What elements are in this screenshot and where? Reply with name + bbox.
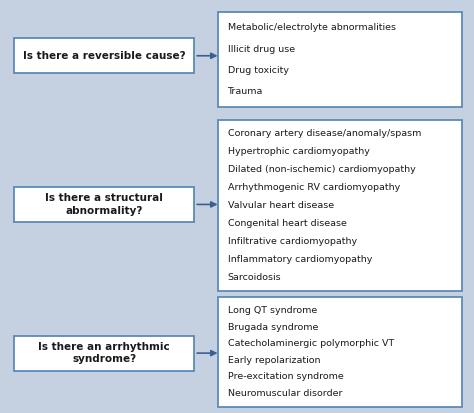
Text: Early repolarization: Early repolarization bbox=[228, 356, 320, 365]
Text: Infiltrative cardiomyopathy: Infiltrative cardiomyopathy bbox=[228, 237, 356, 246]
Text: Drug toxicity: Drug toxicity bbox=[228, 66, 289, 75]
Text: Dilated (non-ischemic) cardiomyopathy: Dilated (non-ischemic) cardiomyopathy bbox=[228, 165, 415, 174]
FancyBboxPatch shape bbox=[218, 297, 462, 407]
Text: Valvular heart disease: Valvular heart disease bbox=[228, 201, 334, 210]
Text: Pre-excitation syndrome: Pre-excitation syndrome bbox=[228, 373, 343, 382]
Text: Long QT syndrome: Long QT syndrome bbox=[228, 306, 317, 315]
FancyBboxPatch shape bbox=[14, 187, 194, 222]
Text: Catecholaminergic polymorphic VT: Catecholaminergic polymorphic VT bbox=[228, 339, 394, 348]
Text: Neuromuscular disorder: Neuromuscular disorder bbox=[228, 389, 342, 398]
Text: Congenital heart disease: Congenital heart disease bbox=[228, 219, 346, 228]
Text: Trauma: Trauma bbox=[228, 87, 263, 96]
Text: Is there an arrhythmic
syndrome?: Is there an arrhythmic syndrome? bbox=[38, 342, 170, 364]
Text: Sarcoidosis: Sarcoidosis bbox=[228, 273, 281, 282]
Text: Coronary artery disease/anomaly/spasm: Coronary artery disease/anomaly/spasm bbox=[228, 129, 421, 138]
Text: Illicit drug use: Illicit drug use bbox=[228, 45, 295, 54]
FancyBboxPatch shape bbox=[218, 120, 462, 291]
FancyBboxPatch shape bbox=[14, 335, 194, 371]
Text: Is there a reversible cause?: Is there a reversible cause? bbox=[23, 51, 186, 61]
Text: Inflammatory cardiomyopathy: Inflammatory cardiomyopathy bbox=[228, 255, 372, 264]
Text: Arrhythmogenic RV cardiomyopathy: Arrhythmogenic RV cardiomyopathy bbox=[228, 183, 400, 192]
Text: Brugada syndrome: Brugada syndrome bbox=[228, 323, 318, 332]
Text: Hypertrophic cardiomyopathy: Hypertrophic cardiomyopathy bbox=[228, 147, 369, 156]
Text: Is there a structural
abnormality?: Is there a structural abnormality? bbox=[46, 193, 163, 216]
FancyBboxPatch shape bbox=[218, 12, 462, 107]
Text: Metabolic/electrolyte abnormalities: Metabolic/electrolyte abnormalities bbox=[228, 24, 395, 33]
FancyBboxPatch shape bbox=[14, 38, 194, 74]
